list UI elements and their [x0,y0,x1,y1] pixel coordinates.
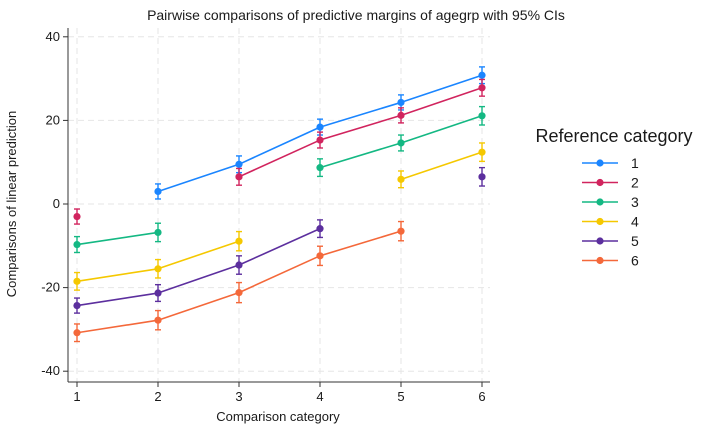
legend-item-5: 5 [582,233,639,249]
series-line-segment [319,142,402,169]
data-point [397,111,405,119]
legend-item-2: 2 [582,175,639,191]
legend-swatch-marker [596,237,604,245]
data-point [316,252,324,260]
y-tick-label: -20 [41,280,60,295]
series-line-segment [319,230,402,257]
series-line-segment [400,115,483,144]
data-point [73,277,81,285]
series-line-segment [238,139,321,178]
data-point [154,187,162,196]
x-tick-label: 5 [397,389,404,404]
legend-label: 1 [631,155,639,171]
data-point [316,225,324,233]
data-point [316,136,324,144]
y-tick-label: -40 [41,363,60,378]
x-tick-label: 1 [73,389,80,404]
y-tick-label: 20 [46,112,60,127]
series-line-segment [400,74,483,104]
series-line-segment [400,151,483,181]
data-point [154,228,162,237]
data-point [154,289,162,297]
x-axis-label: Comparison category [216,409,340,424]
data-point [235,237,243,245]
legend-swatch-marker [596,256,604,265]
series-group [73,66,486,343]
series-line-segment [238,227,321,266]
legend-label: 3 [631,194,639,210]
data-point [235,289,243,297]
series-line-segment [157,291,240,321]
data-point [235,261,243,269]
data-point [397,139,405,147]
legend-item-4: 4 [582,214,639,230]
series-line-segment [76,319,159,334]
data-point [316,164,324,172]
series-line-segment [319,114,402,141]
legend-item-1: 1 [582,155,639,171]
legend-title: Reference category [535,126,692,146]
y-tick-label: 40 [46,29,60,44]
legend-item-3: 3 [582,194,639,210]
data-point [397,175,405,183]
data-point [73,240,81,249]
series-line-segment [319,101,402,128]
series-line-segment [157,264,240,294]
series-5 [73,166,486,314]
data-point [154,265,162,273]
x-tick-label: 4 [316,389,323,404]
series-line-segment [157,163,240,193]
data-point [316,123,324,131]
data-point [73,301,81,310]
x-tick-label: 2 [154,389,161,404]
data-point [478,71,486,79]
legend-swatch-marker [596,217,604,226]
chart-title: Pairwise comparisons of predictive margi… [147,7,565,23]
series-line-segment [157,240,240,270]
legend-label: 4 [631,214,639,230]
legend-item-6: 6 [582,253,639,269]
legend-swatch-marker [596,159,604,167]
series-3 [73,105,486,254]
data-point [397,227,405,235]
legend-label: 2 [631,175,639,191]
data-point [397,98,405,107]
grid [68,28,490,382]
axes: -40 -20 0 20 40 1 2 3 4 5 6 [41,28,490,404]
y-tick-label: 0 [53,196,60,211]
data-point [478,112,486,120]
series-line-segment [76,267,159,283]
data-point [154,316,162,324]
data-point [478,84,486,92]
data-point [235,160,243,168]
series-line-segment [76,231,159,246]
data-point [73,329,81,337]
legend-swatch-marker [596,198,604,206]
legend: Reference category 1 2 3 4 5 6 [535,126,692,269]
x-tick-label: 6 [478,389,485,404]
y-axis-label: Comparisons of linear prediction [4,111,19,297]
series-1 [154,66,486,200]
legend-label: 6 [631,253,639,269]
legend-items: 1 2 3 4 5 6 [582,155,639,269]
x-tick-label: 3 [235,389,242,404]
series-6 [73,220,405,343]
series-line-segment [238,255,321,294]
series-line-segment [400,87,483,117]
legend-label: 5 [631,233,639,249]
data-point [235,173,243,181]
series-2 [73,78,486,225]
legend-swatch-marker [596,178,604,187]
data-point [73,212,81,221]
series-line-segment [76,292,159,307]
data-point [478,148,486,156]
data-point [478,173,486,181]
series-4 [73,142,486,291]
series-line-segment [238,126,321,166]
